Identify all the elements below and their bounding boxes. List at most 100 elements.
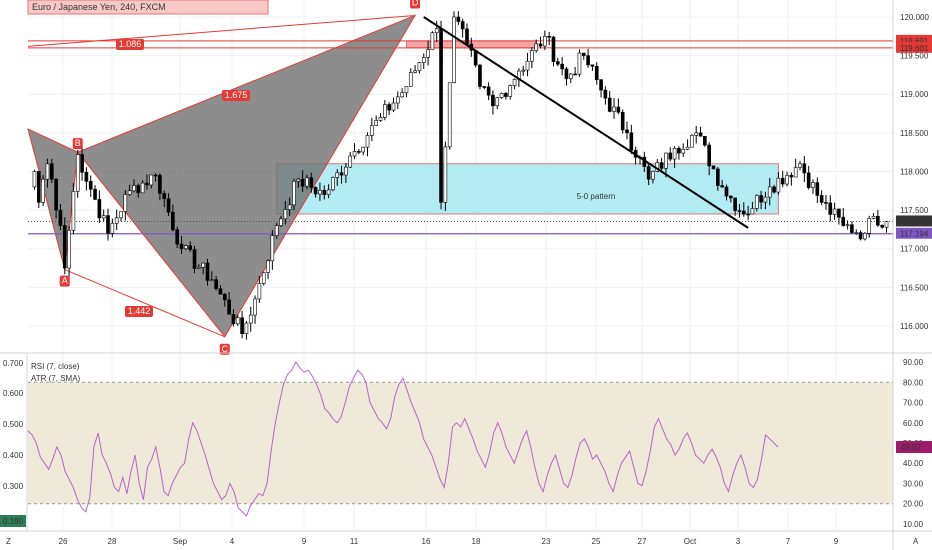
candle-body bbox=[858, 232, 863, 240]
candle-body bbox=[335, 172, 340, 178]
candle-body bbox=[452, 16, 456, 83]
candle-body bbox=[382, 104, 387, 118]
candle-body bbox=[478, 64, 482, 87]
candle-body bbox=[629, 132, 634, 151]
candle-body bbox=[746, 213, 750, 216]
candle-body bbox=[348, 155, 353, 168]
candle-body bbox=[101, 215, 106, 219]
candle-body bbox=[716, 168, 720, 186]
trendline bbox=[423, 16, 749, 229]
candle-body bbox=[819, 195, 824, 203]
candle-body bbox=[127, 190, 132, 195]
candle-body bbox=[750, 208, 755, 215]
ratio-box bbox=[125, 306, 153, 317]
candle-body bbox=[365, 135, 370, 148]
atr-tick: 0.400 bbox=[3, 451, 24, 460]
candle-body bbox=[668, 152, 673, 160]
rsi-tick: 10.00 bbox=[903, 520, 924, 529]
price-tag-box bbox=[896, 215, 932, 227]
candle-body bbox=[711, 165, 716, 170]
rsi-tick: 40.00 bbox=[903, 459, 924, 468]
price-tick: 116.500 bbox=[900, 283, 929, 292]
price-tag-box bbox=[896, 41, 932, 53]
pattern-labels: B A C D 1.086 1.675 1.442 5-0 pattern bbox=[59, 0, 615, 355]
candle-body bbox=[824, 202, 828, 204]
price-tag-box bbox=[896, 34, 932, 46]
candle-body bbox=[45, 163, 50, 180]
time-tick: 28 bbox=[108, 537, 117, 546]
candle-body bbox=[201, 262, 205, 268]
rsi-pane: 90.0080.0070.0060.0050.0040.0030.0020.00… bbox=[0, 358, 932, 529]
ratio-label: 1.086 bbox=[119, 39, 142, 49]
candle-body bbox=[197, 267, 201, 269]
candle-body bbox=[49, 163, 54, 180]
point-box-b bbox=[72, 138, 83, 150]
point-box-d bbox=[410, 0, 421, 9]
price-tag-box bbox=[896, 227, 932, 239]
candle-body bbox=[594, 65, 599, 80]
title-box bbox=[27, 0, 269, 15]
atr-badge-box bbox=[0, 515, 26, 527]
candle-body bbox=[863, 232, 867, 240]
candle-body bbox=[261, 272, 266, 284]
atr-tick: 0.600 bbox=[3, 389, 24, 398]
candle-body bbox=[780, 177, 785, 185]
candle-body bbox=[248, 314, 253, 324]
candle-body bbox=[573, 73, 577, 76]
zone bbox=[276, 163, 779, 215]
candle-body bbox=[815, 182, 820, 196]
ratio-box bbox=[222, 90, 250, 101]
chart-title: Euro / Japanese Yen, 240, FXCM bbox=[32, 2, 166, 12]
candle-body bbox=[754, 195, 759, 209]
time-tick: Sep bbox=[173, 537, 188, 546]
candle-body bbox=[339, 172, 344, 176]
time-tick: 25 bbox=[592, 537, 601, 546]
time-axis: 26 28 Sep 4 9 11 16 18 23 25 27 Oct 3 7 9 bbox=[59, 537, 839, 546]
price-tick: 118.000 bbox=[900, 167, 929, 176]
time-tick: 4 bbox=[230, 537, 235, 546]
candle-body bbox=[828, 202, 833, 215]
candle-body bbox=[192, 249, 197, 269]
candle-body bbox=[837, 208, 841, 218]
candle-body bbox=[326, 189, 331, 195]
candle-body bbox=[136, 185, 141, 194]
candle-body bbox=[543, 36, 547, 47]
candle-body bbox=[832, 208, 837, 215]
candle-body bbox=[590, 64, 595, 67]
candle-body bbox=[741, 210, 746, 215]
candle-body bbox=[434, 28, 439, 34]
candle-body bbox=[785, 175, 789, 185]
rsi-band bbox=[28, 382, 893, 504]
candle-body bbox=[32, 171, 37, 188]
candle-body bbox=[235, 317, 240, 325]
candle-body bbox=[421, 57, 426, 64]
candle-body bbox=[162, 193, 167, 200]
candle-body bbox=[188, 245, 193, 250]
candle-body bbox=[158, 175, 162, 194]
candle-body bbox=[114, 217, 119, 224]
candle-body bbox=[106, 215, 110, 234]
candle-body bbox=[620, 111, 625, 131]
candle-body bbox=[867, 218, 872, 234]
candle-body bbox=[599, 79, 603, 91]
atr-label: ATR (7, SMA) bbox=[31, 374, 81, 383]
harmonic-line-ac bbox=[64, 269, 225, 338]
candle-body bbox=[300, 178, 305, 187]
candle-body bbox=[456, 16, 461, 22]
candle-body bbox=[612, 106, 616, 112]
candle-body bbox=[651, 171, 655, 180]
ratio-box bbox=[116, 39, 144, 50]
candle-body bbox=[184, 245, 188, 250]
point-label-d: D bbox=[412, 0, 419, 7]
price-axis: 120.000 119.500 119.000 118.500 118.000 117.5… bbox=[900, 13, 929, 331]
candle-body bbox=[395, 96, 400, 104]
candle-body bbox=[512, 78, 517, 86]
time-tick: 7 bbox=[786, 537, 791, 546]
candle-body bbox=[767, 186, 772, 198]
price-tick: 119.500 bbox=[900, 52, 929, 61]
time-tick: 9 bbox=[834, 537, 839, 546]
candle-body bbox=[871, 215, 876, 219]
rsi-label: RSI (7, close) bbox=[31, 362, 80, 371]
candle-body bbox=[413, 70, 417, 73]
candle-body bbox=[318, 190, 322, 195]
